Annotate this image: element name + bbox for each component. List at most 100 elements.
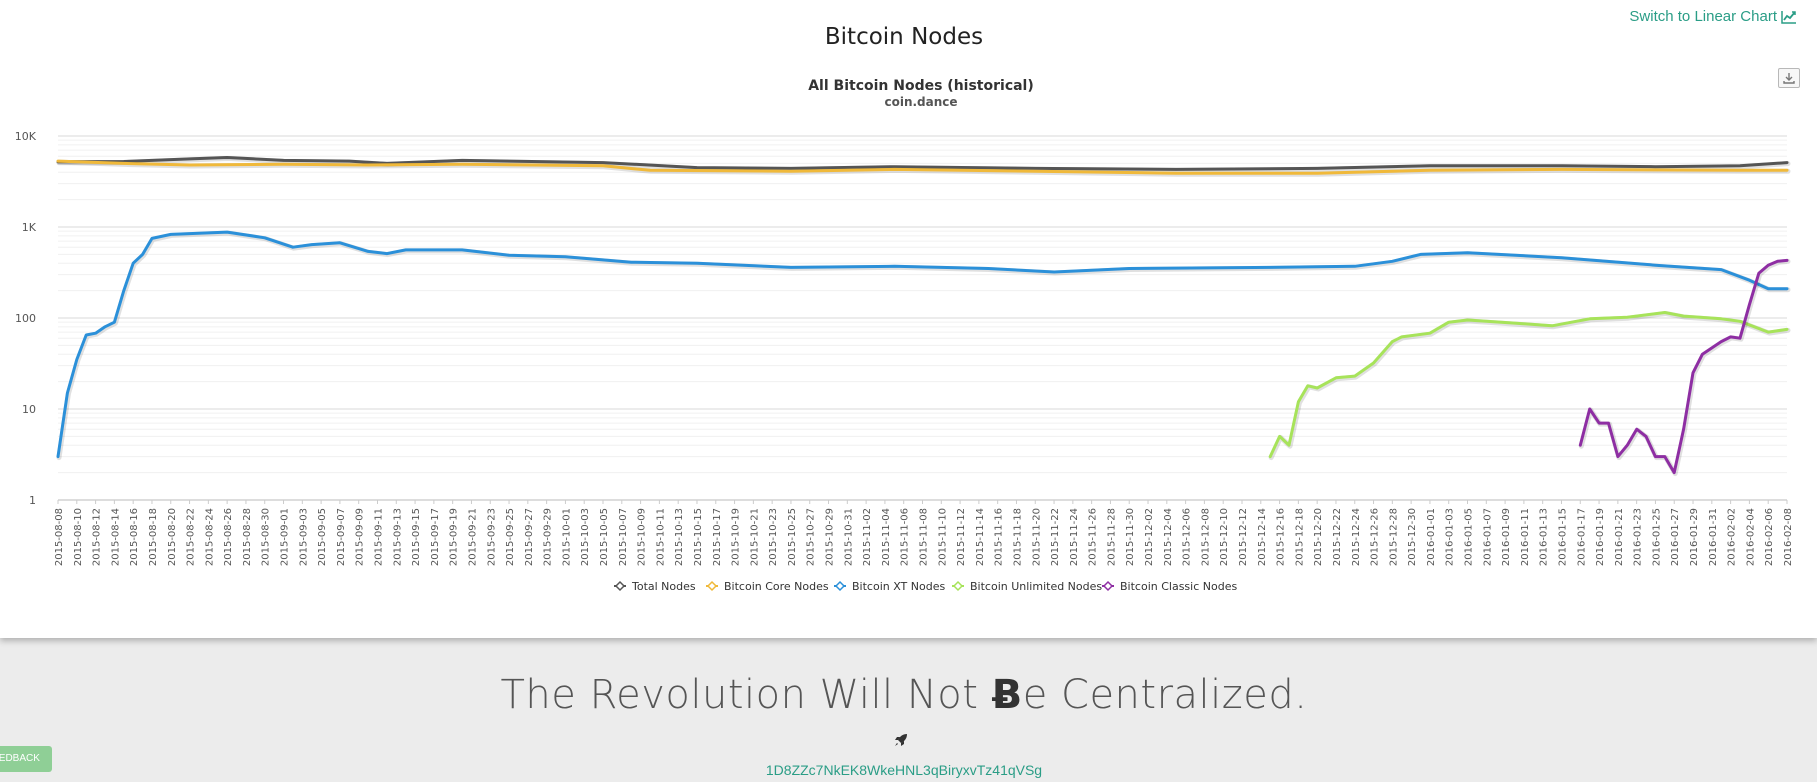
line-chart-icon xyxy=(1781,10,1796,24)
x-tick-label: 2015-10-17 xyxy=(712,508,723,566)
tagline-text-after: e Centralized. xyxy=(1022,672,1308,718)
x-tick-label: 2015-08-12 xyxy=(92,508,103,566)
switch-link-label: Switch to Linear Chart xyxy=(1629,8,1777,25)
x-tick-label: 2015-08-30 xyxy=(261,508,272,566)
x-tick-label: 2015-10-09 xyxy=(637,508,648,566)
x-tick-label: 2015-12-02 xyxy=(1144,508,1155,566)
legend-label: Bitcoin XT Nodes xyxy=(852,580,945,593)
series-line-bitcoin-core-nodes xyxy=(56,159,1789,175)
x-tick-label: 2015-11-14 xyxy=(975,508,986,566)
donation-address[interactable]: 1D8ZZc7NkEK8WkeHNL3qBiryxvTz41qVSg xyxy=(765,762,1043,778)
x-tick-label: 2015-10-29 xyxy=(825,508,836,566)
x-tick-label: 2015-09-01 xyxy=(280,508,291,566)
x-tick-label: 2015-11-18 xyxy=(1012,508,1023,566)
x-tick-label: 2015-12-18 xyxy=(1294,508,1305,566)
x-tick-label: 2016-02-06 xyxy=(1764,508,1775,566)
legend-marker xyxy=(614,580,626,592)
x-tick-label: 2015-09-27 xyxy=(524,508,535,566)
x-tick-label: 2015-08-18 xyxy=(148,508,159,566)
x-tick-label: 2016-02-08 xyxy=(1783,508,1794,566)
x-tick-label: 2015-12-16 xyxy=(1276,508,1287,566)
x-tick-label: 2016-02-04 xyxy=(1745,508,1756,566)
y-tick-label: 1K xyxy=(22,221,37,234)
x-tick-label: 2015-08-20 xyxy=(167,508,178,566)
x-tick-label: 2016-01-01 xyxy=(1426,508,1437,566)
legend-item[interactable]: Total Nodes xyxy=(614,580,696,593)
legend-marker xyxy=(1102,580,1114,592)
x-tick-label: 2015-10-21 xyxy=(749,508,760,566)
x-tick-label: 2015-12-10 xyxy=(1219,508,1230,566)
legend-label: Bitcoin Unlimited Nodes xyxy=(970,580,1102,593)
x-tick-label: 2015-09-11 xyxy=(373,508,384,566)
x-tick-label: 2015-11-30 xyxy=(1125,508,1136,566)
x-tick-label: 2015-08-22 xyxy=(186,508,197,566)
x-tick-label: 2015-08-16 xyxy=(129,508,140,566)
feedback-button[interactable]: FEEDBACK xyxy=(0,746,52,772)
x-tick-label: 2015-11-02 xyxy=(862,508,873,566)
x-tick-label: 2015-09-09 xyxy=(355,508,366,566)
x-tick-label: 2015-10-01 xyxy=(561,508,572,566)
legend-item[interactable]: Bitcoin Unlimited Nodes xyxy=(952,580,1102,593)
x-tick-label: 2015-11-12 xyxy=(956,508,967,566)
x-tick-label: 2015-09-23 xyxy=(486,508,497,566)
legend-item[interactable]: Bitcoin XT Nodes xyxy=(834,580,945,593)
x-tick-label: 2015-10-31 xyxy=(843,508,854,566)
x-tick-label: 2015-09-05 xyxy=(317,508,328,566)
x-tick-label: 2015-11-24 xyxy=(1069,508,1080,566)
x-tick-label: 2015-12-24 xyxy=(1351,508,1362,566)
chart-export-button[interactable] xyxy=(1778,68,1800,88)
x-tick-label: 2015-09-17 xyxy=(430,508,441,566)
switch-to-linear-chart-link[interactable]: Switch to Linear Chart xyxy=(1629,8,1797,25)
x-tick-label: 2015-10-03 xyxy=(580,508,591,566)
x-tick-label: 2015-12-20 xyxy=(1313,508,1324,566)
x-tick-label: 2015-10-15 xyxy=(693,508,704,566)
x-tick-label: 2015-11-20 xyxy=(1031,508,1042,566)
x-tick-label: 2015-11-28 xyxy=(1106,508,1117,566)
x-tick-label: 2016-01-19 xyxy=(1595,508,1606,566)
x-tick-label: 2015-10-25 xyxy=(787,508,798,566)
x-tick-label: 2016-01-21 xyxy=(1614,508,1625,566)
x-tick-label: 2016-01-03 xyxy=(1445,508,1456,566)
x-tick-label: 2016-01-25 xyxy=(1651,508,1662,566)
x-tick-label: 2016-01-15 xyxy=(1557,508,1568,566)
feedback-label: FEEDBACK xyxy=(0,753,40,764)
rocket-icon xyxy=(895,734,907,746)
tagline-text-before: The Revolution Will Not xyxy=(500,672,992,718)
x-tick-label: 2015-09-19 xyxy=(449,508,460,566)
x-tick-label: 2015-10-11 xyxy=(655,508,666,566)
x-tick-label: 2015-09-25 xyxy=(505,508,516,566)
x-tick-label: 2015-12-14 xyxy=(1257,508,1268,566)
legend-item[interactable]: Bitcoin Classic Nodes xyxy=(1102,580,1237,593)
x-tick-label: 2016-01-23 xyxy=(1633,508,1644,566)
legend-label: Bitcoin Classic Nodes xyxy=(1120,580,1237,593)
x-tick-label: 2015-08-28 xyxy=(242,508,253,566)
bitcoin-b-icon: Ƀ xyxy=(991,672,1023,718)
x-tick-label: 2016-01-13 xyxy=(1539,508,1550,566)
x-tick-label: 2016-01-27 xyxy=(1670,508,1681,566)
chart-title: All Bitcoin Nodes (historical) xyxy=(808,78,1034,94)
x-tick-label: 2016-01-17 xyxy=(1576,508,1587,566)
x-tick-label: 2016-01-09 xyxy=(1501,508,1512,566)
page-title: Bitcoin Nodes xyxy=(824,24,984,50)
legend-item[interactable]: Bitcoin Core Nodes xyxy=(706,580,829,593)
x-tick-label: 2015-12-04 xyxy=(1163,508,1174,566)
series-line-total-nodes xyxy=(56,156,1789,171)
x-tick-label: 2015-10-13 xyxy=(674,508,685,566)
legend-marker xyxy=(706,580,718,592)
x-tick-label: 2016-02-02 xyxy=(1727,508,1738,566)
legend-marker xyxy=(834,580,846,592)
legend-label: Total Nodes xyxy=(631,580,696,593)
chart-subtitle: coin.dance xyxy=(884,95,957,109)
x-tick-label: 2015-11-08 xyxy=(919,508,930,566)
x-tick-label: 2015-12-06 xyxy=(1182,508,1193,566)
x-tick-label: 2016-01-31 xyxy=(1708,508,1719,566)
x-tick-label: 2015-10-23 xyxy=(768,508,779,566)
x-tick-label: 2015-10-07 xyxy=(618,508,629,566)
y-tick-label: 10K xyxy=(15,130,37,143)
download-icon xyxy=(1783,73,1795,84)
x-tick-label: 2015-08-10 xyxy=(73,508,84,566)
x-tick-label: 2015-09-15 xyxy=(411,508,422,566)
y-tick-label: 100 xyxy=(15,312,36,325)
x-tick-label: 2015-09-07 xyxy=(336,508,347,566)
series-line-bitcoin-xt-nodes xyxy=(56,230,1789,459)
